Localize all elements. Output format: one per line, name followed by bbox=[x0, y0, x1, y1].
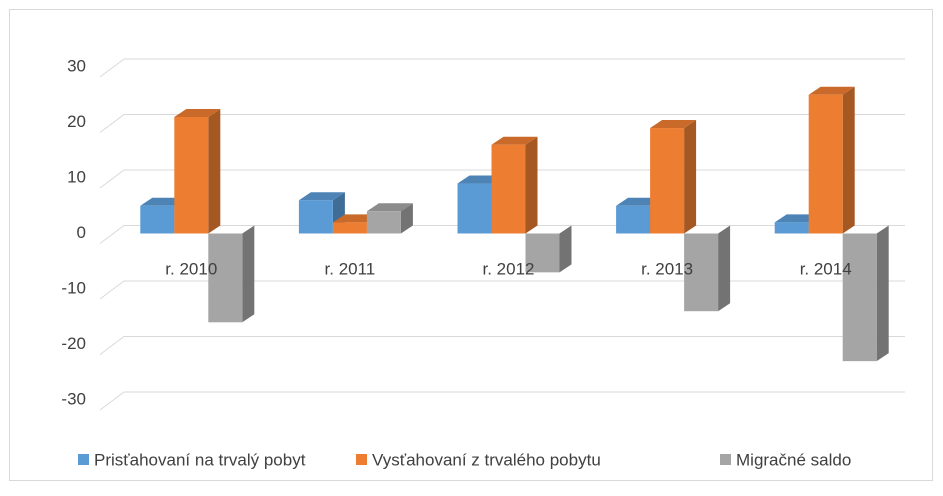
bar-front bbox=[684, 233, 719, 312]
bar-side bbox=[842, 86, 855, 234]
y-tick-label: -10 bbox=[61, 278, 86, 297]
bar-front bbox=[174, 116, 209, 234]
bar-top bbox=[650, 120, 697, 129]
bar-front bbox=[332, 222, 367, 234]
bar bbox=[842, 225, 889, 362]
bar-top bbox=[366, 203, 413, 212]
bar-side bbox=[559, 225, 572, 273]
bar-top bbox=[491, 136, 538, 145]
bar-front bbox=[525, 233, 560, 273]
y-tick-label: -20 bbox=[61, 334, 86, 353]
bar-top bbox=[808, 86, 855, 95]
bar-front bbox=[808, 94, 843, 234]
grid-line bbox=[99, 114, 905, 133]
bar-front bbox=[366, 211, 401, 234]
legend-label: Migračné saldo bbox=[736, 450, 851, 469]
bar-front bbox=[298, 200, 333, 234]
grid-line bbox=[99, 58, 905, 78]
legend-swatch bbox=[78, 454, 89, 465]
bar-front bbox=[842, 233, 877, 362]
bar-side bbox=[400, 203, 413, 234]
bar-side bbox=[684, 120, 697, 234]
bar-side bbox=[208, 108, 221, 234]
bar-side bbox=[718, 225, 731, 312]
bar bbox=[650, 120, 697, 234]
x-tick-label: r. 2012 bbox=[483, 259, 535, 278]
x-tick-label: r. 2014 bbox=[800, 259, 852, 278]
bar-front bbox=[491, 144, 526, 234]
legend-swatch bbox=[356, 454, 367, 465]
grid-line bbox=[99, 336, 905, 355]
bar-front bbox=[616, 205, 651, 234]
bar-front bbox=[208, 233, 243, 323]
y-tick-label: -30 bbox=[61, 389, 86, 408]
x-tick-label: r. 2011 bbox=[325, 259, 376, 278]
bar bbox=[684, 225, 731, 312]
grid-line bbox=[99, 391, 905, 411]
grid-line bbox=[99, 280, 905, 300]
bar-front bbox=[774, 222, 809, 234]
bar bbox=[174, 108, 221, 234]
bar-front bbox=[457, 183, 492, 234]
bar-front bbox=[140, 205, 175, 234]
bar bbox=[491, 136, 538, 234]
x-tick-label: r. 2013 bbox=[641, 259, 693, 278]
bar-side bbox=[876, 225, 889, 362]
bar-side bbox=[242, 225, 255, 323]
y-tick-label: 0 bbox=[77, 223, 86, 242]
legend-label: Vysťahovaní z trvalého pobytu bbox=[372, 450, 601, 469]
y-tick-label: 10 bbox=[67, 167, 86, 186]
y-tick-label: 30 bbox=[67, 56, 86, 75]
bar bbox=[525, 225, 572, 273]
grid-line bbox=[99, 169, 905, 189]
bar-top bbox=[174, 108, 221, 117]
bar-front bbox=[650, 128, 685, 234]
bar-top bbox=[298, 192, 345, 201]
x-tick-label: r. 2010 bbox=[165, 259, 217, 278]
bar bbox=[208, 225, 255, 323]
legend-label: Prisťahovaní na trvalý pobyt bbox=[94, 450, 306, 469]
legend-swatch bbox=[720, 454, 731, 465]
bar bbox=[366, 203, 413, 234]
y-tick-label: 20 bbox=[67, 112, 86, 131]
bar-side bbox=[525, 136, 538, 234]
bar bbox=[808, 86, 855, 234]
chart-frame bbox=[9, 9, 933, 481]
